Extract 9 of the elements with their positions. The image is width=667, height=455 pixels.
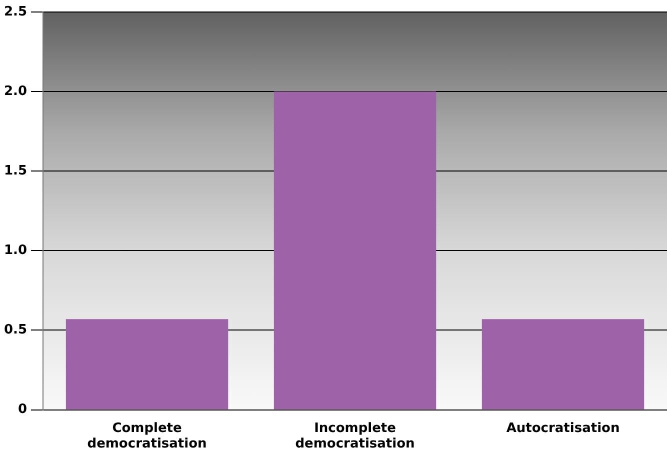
x-tick-label: Autocratisation [506,420,620,436]
y-tick-label: 0 [18,402,28,418]
x-tick-label: Complete democratisation [87,420,207,452]
y-tick-label: 1.5 [4,163,28,178]
y-tick-label: 0.5 [4,322,28,338]
y-tick-label: 2.0 [4,84,28,99]
y-tick-label: 2.5 [4,4,28,20]
y-tick-label: 1.0 [4,243,28,258]
x-tick-label: Incomplete democratisation [295,420,415,452]
